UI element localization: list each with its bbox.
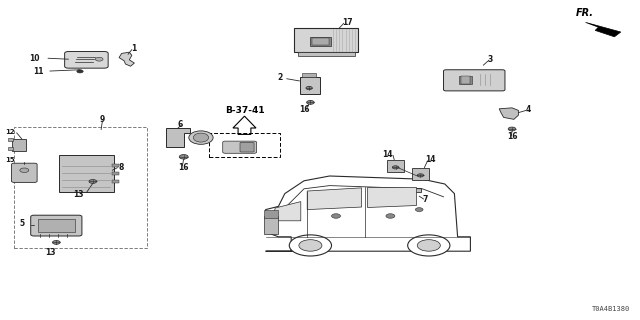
Bar bbox=[459, 76, 472, 84]
FancyBboxPatch shape bbox=[444, 70, 505, 91]
Polygon shape bbox=[586, 22, 621, 37]
Text: 9: 9 bbox=[99, 116, 104, 124]
FancyBboxPatch shape bbox=[12, 163, 37, 182]
Circle shape bbox=[415, 208, 423, 212]
Polygon shape bbox=[367, 187, 416, 207]
Text: 1: 1 bbox=[131, 44, 136, 53]
Text: 2: 2 bbox=[278, 73, 283, 82]
Bar bbox=[113, 180, 119, 183]
Text: 14: 14 bbox=[426, 156, 436, 164]
Text: 6: 6 bbox=[178, 120, 183, 129]
Bar bbox=[302, 73, 316, 77]
Text: 13: 13 bbox=[74, 190, 84, 199]
Bar bbox=[209, 133, 280, 157]
Text: 4: 4 bbox=[526, 105, 531, 114]
Circle shape bbox=[95, 57, 103, 61]
Bar bbox=[14, 127, 147, 248]
Polygon shape bbox=[233, 116, 256, 134]
Text: B-37-41: B-37-41 bbox=[225, 106, 264, 115]
Polygon shape bbox=[392, 188, 421, 199]
Polygon shape bbox=[266, 176, 470, 251]
Text: 7: 7 bbox=[422, 196, 428, 204]
Text: 5: 5 bbox=[20, 220, 25, 228]
Text: 10: 10 bbox=[29, 54, 39, 63]
Circle shape bbox=[508, 127, 516, 131]
Bar bbox=[294, 28, 358, 52]
Bar bbox=[412, 168, 429, 180]
Bar bbox=[264, 210, 278, 218]
Polygon shape bbox=[272, 202, 301, 221]
Polygon shape bbox=[307, 188, 362, 210]
Circle shape bbox=[299, 240, 322, 251]
Circle shape bbox=[179, 155, 188, 159]
Circle shape bbox=[417, 240, 440, 251]
Bar bbox=[113, 172, 119, 175]
Text: 16: 16 bbox=[300, 105, 310, 114]
FancyBboxPatch shape bbox=[223, 141, 257, 153]
Bar bbox=[461, 76, 470, 84]
Bar bbox=[12, 139, 26, 151]
Circle shape bbox=[77, 70, 83, 73]
Circle shape bbox=[289, 235, 332, 256]
Bar bbox=[312, 38, 329, 45]
Circle shape bbox=[332, 214, 340, 218]
FancyBboxPatch shape bbox=[31, 215, 82, 236]
Bar bbox=[310, 37, 331, 46]
Bar bbox=[298, 52, 355, 56]
Polygon shape bbox=[499, 108, 518, 119]
Text: 15: 15 bbox=[5, 157, 15, 163]
Circle shape bbox=[20, 168, 29, 172]
Text: 16: 16 bbox=[178, 163, 188, 172]
Bar bbox=[113, 164, 119, 167]
Circle shape bbox=[306, 86, 312, 90]
Text: 12: 12 bbox=[5, 129, 15, 135]
Bar bbox=[8, 147, 13, 150]
Text: 3: 3 bbox=[488, 55, 493, 64]
FancyBboxPatch shape bbox=[240, 142, 254, 152]
Text: 16: 16 bbox=[507, 132, 517, 141]
Text: T0A4B1380: T0A4B1380 bbox=[592, 306, 630, 312]
Ellipse shape bbox=[189, 131, 213, 144]
Text: 13: 13 bbox=[45, 248, 55, 258]
Text: 11: 11 bbox=[33, 67, 44, 76]
FancyBboxPatch shape bbox=[65, 52, 108, 68]
Bar bbox=[264, 216, 278, 234]
Text: FR.: FR. bbox=[576, 8, 594, 18]
Bar bbox=[8, 138, 13, 141]
Circle shape bbox=[417, 174, 424, 177]
Bar bbox=[300, 77, 320, 94]
Text: 17: 17 bbox=[342, 18, 353, 27]
Circle shape bbox=[392, 166, 399, 169]
Circle shape bbox=[307, 100, 314, 104]
Bar bbox=[60, 155, 114, 192]
Circle shape bbox=[408, 235, 450, 256]
Text: 14: 14 bbox=[382, 150, 392, 159]
Circle shape bbox=[89, 180, 97, 183]
Text: 8: 8 bbox=[119, 163, 124, 172]
Polygon shape bbox=[166, 128, 190, 147]
Ellipse shape bbox=[193, 133, 209, 142]
Bar bbox=[387, 160, 404, 172]
Bar bbox=[38, 220, 75, 232]
Circle shape bbox=[52, 241, 60, 244]
Circle shape bbox=[386, 214, 395, 218]
Polygon shape bbox=[119, 52, 134, 66]
